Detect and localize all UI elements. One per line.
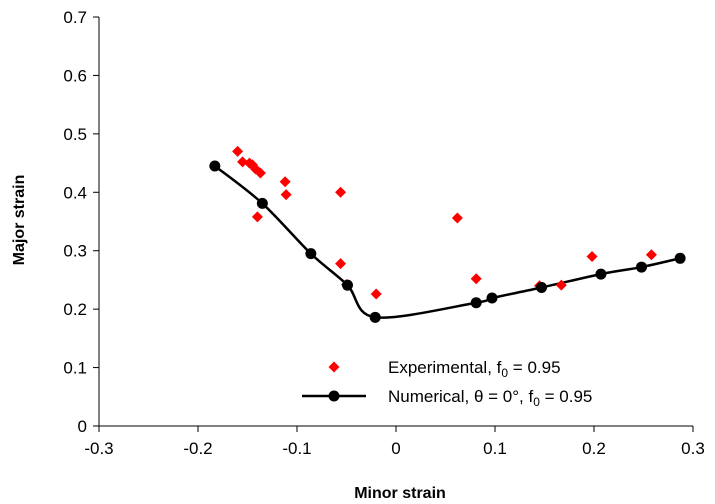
x-ticks: -0.3 -0.2 -0.1 0 0.1 0.2 0.3	[84, 426, 705, 458]
y-tick-label: 0.6	[63, 66, 87, 85]
numerical-point	[470, 297, 482, 309]
y-tick-label: 0.5	[63, 125, 87, 144]
experimental-point	[470, 273, 482, 285]
experimental-point	[280, 189, 292, 201]
numerical-point	[674, 252, 686, 264]
experimental-point	[370, 288, 382, 300]
x-tick-label: -0.1	[282, 439, 311, 458]
x-tick-label: 0	[391, 439, 400, 458]
y-tick-label: 0.3	[63, 242, 87, 261]
series-points	[209, 145, 686, 323]
numerical-point	[595, 268, 607, 280]
experimental-point	[335, 258, 347, 270]
numerical-point	[369, 311, 381, 323]
numerical-point	[341, 279, 353, 291]
legend-numerical-marker	[328, 390, 340, 402]
y-tick-label: 0.4	[63, 183, 87, 202]
legend-numerical-label: Numerical, θ = 0°, f0 = 0.95	[388, 387, 592, 409]
y-axis-title: Major strain	[11, 175, 28, 266]
x-tick-label: 0.1	[483, 439, 507, 458]
experimental-point	[246, 159, 258, 171]
experimental-point	[451, 212, 463, 224]
experimental-point	[586, 251, 598, 263]
numerical-point	[305, 248, 317, 260]
legend-experimental-marker	[328, 361, 340, 373]
numerical-point	[256, 197, 268, 209]
experimental-point	[237, 156, 249, 168]
legend-experimental-label: Experimental, f0 = 0.95	[388, 358, 561, 380]
x-tick-label: 0.2	[582, 439, 606, 458]
experimental-point	[645, 249, 657, 261]
x-tick-label: 0.3	[681, 439, 705, 458]
numerical-point	[536, 282, 548, 294]
y-tick-label: 0	[78, 417, 87, 436]
numerical-point	[486, 292, 498, 304]
experimental-point	[555, 279, 567, 291]
experimental-point	[249, 163, 261, 175]
numerical-point	[636, 261, 648, 273]
y-tick-label: 0.7	[63, 8, 87, 27]
experimental-point	[279, 176, 291, 188]
experimental-point	[254, 167, 266, 179]
y-tick-label: 0.1	[63, 359, 87, 378]
y-ticks: 0 0.1 0.2 0.3 0.4 0.5 0.6 0.7	[63, 8, 99, 436]
y-tick-label: 0.2	[63, 300, 87, 319]
numerical-point	[209, 160, 221, 172]
experimental-point	[232, 145, 244, 157]
experimental-point	[335, 186, 347, 198]
x-tick-label: -0.2	[183, 439, 212, 458]
x-tick-label: -0.3	[84, 439, 113, 458]
x-axis-title: Minor strain	[354, 485, 446, 502]
legend: Experimental, f0 = 0.95 Numerical, θ = 0°…	[302, 358, 592, 409]
numerical-series-line	[214, 165, 681, 319]
series-lines	[214, 165, 681, 319]
experimental-point	[251, 211, 263, 223]
